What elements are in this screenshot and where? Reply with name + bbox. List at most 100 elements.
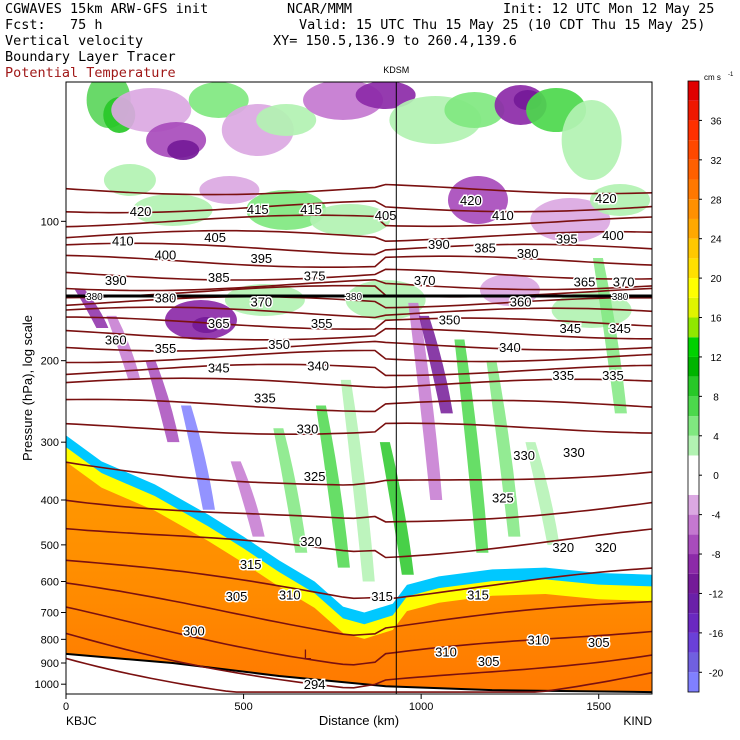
ground <box>66 653 652 694</box>
theta-label: 310 <box>279 587 301 602</box>
vv-blob <box>561 100 622 180</box>
colorbar-swatch <box>688 238 699 259</box>
colorbar-swatch <box>688 593 699 614</box>
theta-contour <box>66 278 652 292</box>
left-endpoint-label: KBJC <box>66 714 97 728</box>
y-tick-label: 500 <box>41 540 59 552</box>
colorbar-swatch <box>688 218 699 239</box>
y-tick-label: 400 <box>41 495 59 507</box>
vv-blob <box>444 92 505 128</box>
cross-section-xy: XY= 150.5,136.9 to 260.4,139.6 <box>273 33 517 49</box>
colorbar-tick-label: -16 <box>709 629 724 640</box>
theta-label: 385 <box>208 270 230 285</box>
colorbar-tick-label: 12 <box>710 353 722 364</box>
tropopause-label: 380 <box>612 292 629 303</box>
colorbar-swatch <box>688 297 699 318</box>
theta-label: 375 <box>304 269 326 284</box>
vertical-velocity-field <box>74 82 651 582</box>
field-boundary-layer-tracer: Boundary Layer Tracer <box>5 49 176 65</box>
theta-label: 335 <box>552 368 574 383</box>
theta-label: 345 <box>559 321 581 336</box>
plot-border <box>65 81 653 695</box>
theta-label: 335 <box>602 368 624 383</box>
vv-band <box>454 339 489 553</box>
vv-blob <box>345 280 426 320</box>
axes: 100 200 300 400 500 600 700 800 900 1000 0 500 1000 1… <box>20 216 652 728</box>
theta-contour <box>66 349 652 364</box>
theta-contour <box>66 559 652 600</box>
colorbar-tick-label: 0 <box>713 471 719 482</box>
colorbar: -20 -16 -12 -8 -4 0 4 8 12 16 20 24 28 32 36 cm s -1 <box>687 72 734 693</box>
vv-band <box>315 405 350 568</box>
colorbar-swatch <box>688 475 699 495</box>
theta-label: 360 <box>510 294 532 309</box>
theta-label: 380 <box>155 290 177 305</box>
theta-label: 330 <box>513 448 535 463</box>
theta-label: 355 <box>155 341 177 356</box>
colorbar-swatch <box>688 514 699 535</box>
colorbar-tick-label: 20 <box>710 274 722 285</box>
theta-contour <box>66 340 652 352</box>
vv-band <box>106 315 141 380</box>
colorbar-swatch <box>688 652 699 673</box>
theta-contour <box>66 214 652 228</box>
theta-label: 395 <box>250 251 272 266</box>
theta-label: 420 <box>460 193 482 208</box>
vv-blob <box>310 204 391 236</box>
y-tick-label: 300 <box>41 437 59 449</box>
theta-label: 335 <box>254 390 276 405</box>
theta-contour <box>66 254 652 268</box>
vv-blob <box>355 82 416 109</box>
theta-label: 315 <box>240 557 262 572</box>
colorbar-swatch <box>688 356 699 377</box>
theta-label: 325 <box>492 490 514 505</box>
colorbar-swatch <box>688 416 699 436</box>
vv-blob <box>167 140 200 160</box>
colorbar-unit-exponent: -1 <box>728 72 734 78</box>
colorbar-swatch <box>688 258 699 279</box>
theta-label: 370 <box>613 275 635 290</box>
vv-band <box>379 442 414 575</box>
vv-blob <box>192 317 221 333</box>
y-tick-label: 200 <box>41 356 59 368</box>
theta-contour <box>66 582 652 637</box>
theta-label: 310 <box>527 632 549 647</box>
x-axis-label: Distance (km) <box>319 713 399 728</box>
vv-band <box>486 360 521 537</box>
vv-blob <box>111 88 192 132</box>
theta-contour <box>66 657 652 693</box>
vv-band <box>230 461 265 537</box>
theta-label: 370 <box>414 273 436 288</box>
theta-label: 380 <box>517 246 539 261</box>
y-tick-label: 800 <box>41 634 59 646</box>
vv-blob <box>199 176 260 204</box>
colorbar-swatch <box>688 120 699 141</box>
colorbar-tick-label: 32 <box>710 156 722 167</box>
theta-contour <box>66 461 652 486</box>
theta-label: 385 <box>474 241 496 256</box>
colorbar-swatch <box>688 199 699 219</box>
org-label: NCAR/MMM <box>287 1 353 17</box>
theta-label: 350 <box>268 337 290 352</box>
theta-label: 410 <box>112 233 134 248</box>
vv-band <box>180 405 215 510</box>
theta-contour <box>66 306 652 319</box>
y-tick-label: 900 <box>41 658 59 670</box>
theta-label: 390 <box>105 273 127 288</box>
theta-label: 360 <box>105 332 127 347</box>
theta-label: 400 <box>602 228 624 243</box>
colorbar-swatch <box>688 494 699 515</box>
theta-contour <box>66 316 652 331</box>
vv-band <box>273 428 308 553</box>
theta-label: 305 <box>588 635 610 650</box>
init-time: Init: 12 UTC Mon 12 May 25 <box>503 1 715 17</box>
theta-label: 390 <box>428 237 450 252</box>
theta-label: 355 <box>311 316 333 331</box>
theta-label: 315 <box>371 589 393 604</box>
colorbar-tick-label: -20 <box>709 668 724 679</box>
colorbar-swatch <box>688 140 699 160</box>
colorbar-swatch <box>688 632 699 653</box>
theta-label: 300 <box>183 623 205 638</box>
colorbar-tick-label: 36 <box>710 116 722 127</box>
theta-label: 365 <box>574 275 596 290</box>
